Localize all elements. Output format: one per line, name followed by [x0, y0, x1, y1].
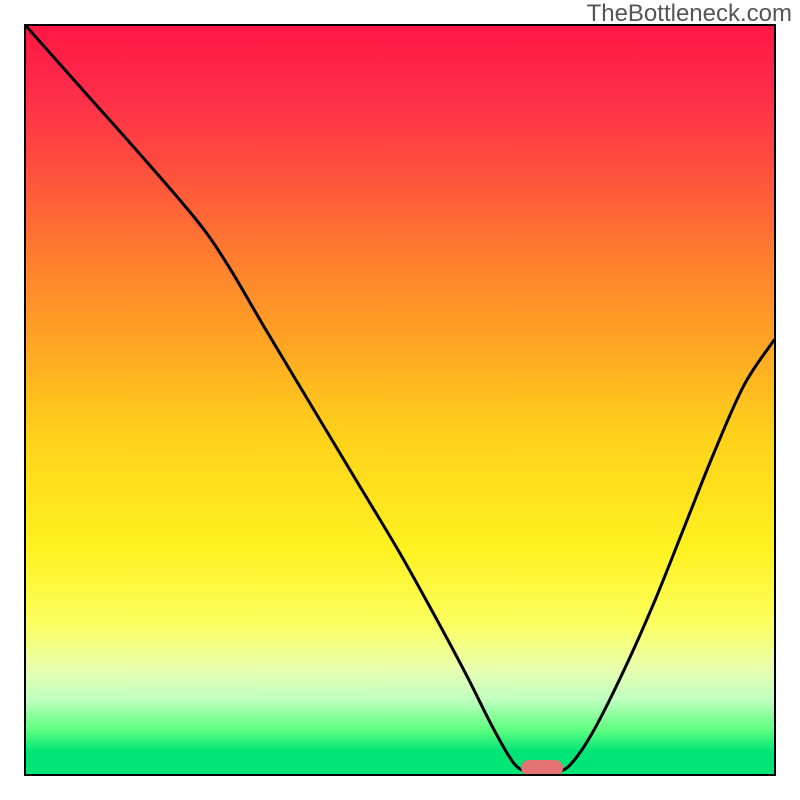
chart-container: TheBottleneck.com — [0, 0, 800, 800]
attribution-text: TheBottleneck.com — [587, 0, 792, 28]
chart-background — [26, 26, 774, 774]
bottleneck-chart — [0, 0, 800, 800]
optimal-marker — [521, 760, 563, 776]
